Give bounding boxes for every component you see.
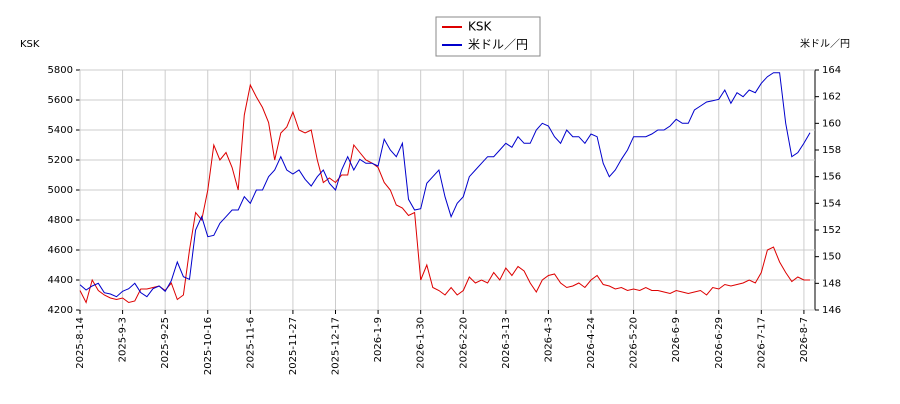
y-tick-label: 5400 xyxy=(48,125,73,136)
y-tick-label: 5800 xyxy=(48,65,73,76)
y-tick-label: 4800 xyxy=(48,215,73,226)
series-line xyxy=(79,83,810,304)
y2-axis-title: 米ドル／円 xyxy=(800,37,850,50)
x-tick-label: 2026-3-13 xyxy=(501,317,512,369)
x-tick-label: 2026-2-20 xyxy=(458,317,469,369)
x-tick-label: 2025-12-17 xyxy=(331,317,342,375)
y2-tick-label: 150 xyxy=(822,252,841,263)
x-tick-label: 2026-8-7 xyxy=(799,317,810,362)
x-tick-label: 2026-6-9 xyxy=(671,317,682,362)
series-line xyxy=(79,72,811,298)
x-tick-label: 2025-11-27 xyxy=(288,317,299,375)
y2-tick-label: 156 xyxy=(822,172,841,183)
legend-label: 米ドル／円 xyxy=(468,38,528,52)
y2-tick-label: 162 xyxy=(822,92,841,103)
y-axis-title: KSK xyxy=(20,39,40,50)
x-tick-label: 2026-5-20 xyxy=(629,317,640,369)
y-tick-label: 5000 xyxy=(48,185,73,196)
y2-tick-label: 160 xyxy=(822,118,841,129)
y-tick-label: 5200 xyxy=(48,155,73,166)
x-tick-label: 2026-1-9 xyxy=(373,317,384,362)
x-tick-label: 2026-1-30 xyxy=(416,317,427,369)
y2-tick-label: 148 xyxy=(822,278,841,289)
x-tick-label: 2025-11-6 xyxy=(245,317,256,369)
y-tick-label: 4600 xyxy=(48,245,73,256)
y2-tick-label: 164 xyxy=(822,65,841,76)
legend-label: KSK xyxy=(468,20,492,34)
x-tick-label: 2025-9-25 xyxy=(160,317,171,369)
x-tick-label: 2025-8-14 xyxy=(75,317,86,369)
y2-tick-label: 152 xyxy=(822,225,841,236)
x-tick-label: 2026-4-24 xyxy=(586,317,597,369)
x-tick-label: 2025-9-3 xyxy=(118,317,129,362)
y-tick-label: 4200 xyxy=(48,305,73,316)
y-tick-label: 5600 xyxy=(48,95,73,106)
x-tick-label: 2026-6-29 xyxy=(714,317,725,369)
legend-box xyxy=(435,16,541,57)
x-tick-label: 2025-10-16 xyxy=(203,317,214,375)
y2-tick-label: 158 xyxy=(822,145,841,156)
y2-tick-label: 154 xyxy=(822,198,841,209)
x-tick-label: 2026-4-3 xyxy=(543,317,554,362)
x-tick-label: 2026-7-17 xyxy=(756,317,767,369)
y2-tick-label: 146 xyxy=(822,305,841,316)
y-tick-label: 4400 xyxy=(48,275,73,286)
